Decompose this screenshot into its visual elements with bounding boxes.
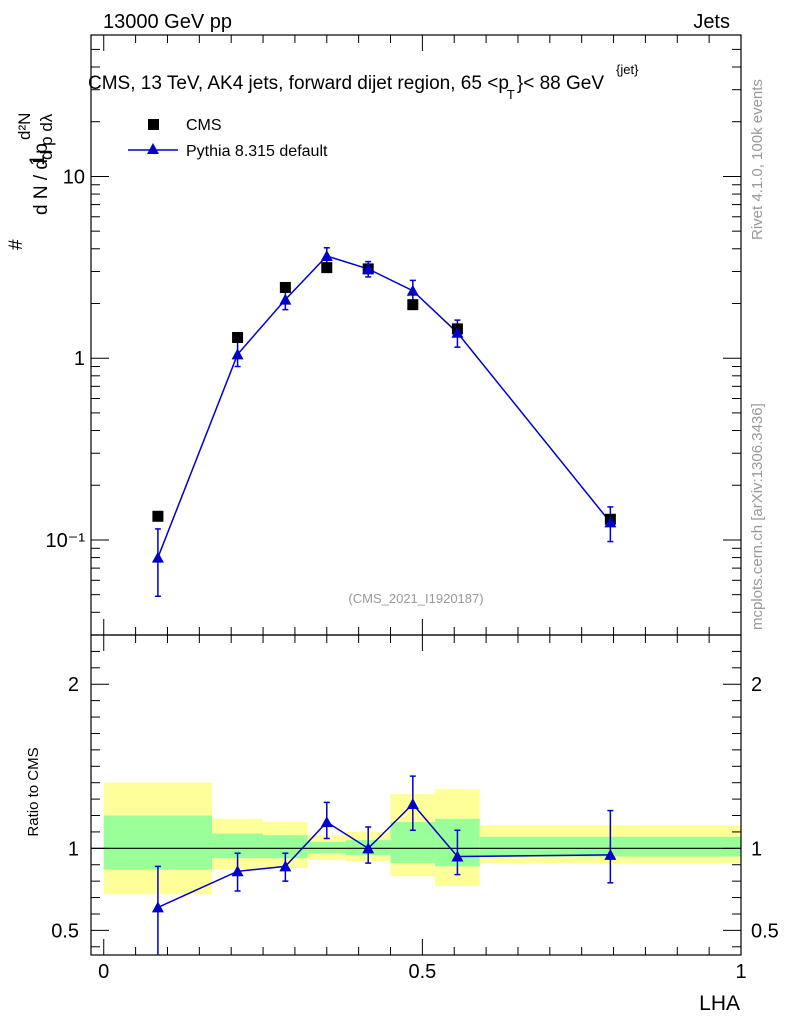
ratio-y-tick-label: 1 [68, 838, 79, 860]
mc-point [151, 551, 164, 563]
ratio-point [320, 816, 333, 828]
ratio-y-tick-label: 2 [68, 674, 79, 696]
upper-ylabel: 1 [26, 154, 49, 166]
band-inner [263, 835, 308, 859]
plot-title: CMS, 13 TeV, AK4 jets, forward dijet reg… [88, 73, 604, 102]
lower-frame [90, 634, 742, 956]
mc-point [279, 293, 292, 305]
ylabel-numerator-denom: d p dλ [37, 113, 56, 160]
ratio-ylabel: Ratio to CMS [25, 747, 42, 836]
category-label: Jets [693, 11, 730, 33]
ratio-point [451, 850, 464, 862]
mc-point [406, 284, 419, 296]
cms-point [321, 262, 333, 274]
title-end: }< 88 GeV [517, 73, 604, 94]
ratio-y-tick-label-right: 2 [751, 674, 762, 696]
upper-panel: 10⁻¹ 1 10 [46, 34, 742, 636]
svg-text:d p dλ: d p dλ [37, 113, 56, 160]
band-inner [307, 841, 346, 854]
ratio-line [157, 802, 611, 909]
ratio-point [151, 901, 164, 913]
y-tick-label: 10 [63, 166, 85, 188]
y-tick-label: 1 [74, 348, 85, 370]
energy-label: 13000 GeV pp [103, 11, 232, 33]
mc-point [320, 249, 333, 261]
ratio-y-tick-label-right: 1 [751, 838, 762, 860]
svg-text:1: 1 [26, 154, 49, 166]
rivet-label: Rivet 4.1.0, 100k events [749, 79, 766, 240]
ratio-point [231, 865, 244, 877]
x-tick-label: 1 [735, 961, 746, 983]
ratio-point [604, 848, 617, 860]
title-main: CMS, 13 TeV, AK4 jets, forward dijet reg… [88, 73, 509, 94]
title-sub: T [507, 87, 515, 102]
cms-point [407, 299, 419, 311]
ratio-panel: 0 0.5 10.5 0.51 12 2 [51, 634, 779, 983]
legend-marker-mc [147, 143, 159, 154]
mc-point [231, 348, 244, 360]
legend: CMS Pythia 8.315 default [128, 117, 328, 160]
x-tick-label: 0.5 [408, 961, 436, 983]
ratio-y-tick-label: 0.5 [51, 920, 79, 942]
svg-text:d²N: d²N [15, 113, 34, 140]
mc-point [604, 516, 617, 528]
svg-text:mcplots.cern.ch [arXiv:1306.34: mcplots.cern.ch [arXiv:1306.3436] [749, 403, 766, 630]
ratio-point [279, 860, 292, 872]
cms-point [232, 331, 244, 343]
analysis-watermark: (CMS_2021_I1920187) [348, 591, 483, 606]
svg-text:d N / d p: d N / d p [31, 143, 52, 215]
title-sup: {jet} [616, 62, 639, 77]
ylabel-numerator: d²N [15, 113, 34, 140]
x-axis-label: LHA [699, 992, 740, 1015]
x-tick-label: 0 [98, 961, 109, 983]
mcplots-label: mcplots.cern.ch [arXiv:1306.3436] [749, 403, 766, 630]
legend-label-cms: CMS [186, 117, 222, 134]
y-tick-label: 10⁻¹ [46, 530, 86, 552]
svg-text:Ratio to CMS: Ratio to CMS [25, 747, 42, 836]
legend-label-mc: Pythia 8.315 default [186, 143, 328, 160]
legend-marker-cms [148, 119, 159, 130]
upper-ylabel-denom: d N / d p [31, 143, 52, 215]
band-inner [103, 815, 213, 870]
ratio-y-tick-label-right: 0.5 [751, 920, 779, 942]
ylabel-fraction: # [6, 239, 27, 250]
mc-point [362, 262, 375, 274]
ratio-point [362, 842, 375, 854]
mc-line [157, 255, 611, 558]
cms-point [152, 510, 164, 522]
ratio-point [406, 798, 419, 810]
svg-text:#: # [6, 239, 27, 250]
mc-point [451, 326, 464, 338]
svg-text:Rivet 4.1.0, 100k events: Rivet 4.1.0, 100k events [749, 79, 766, 240]
cms-point [279, 281, 291, 293]
